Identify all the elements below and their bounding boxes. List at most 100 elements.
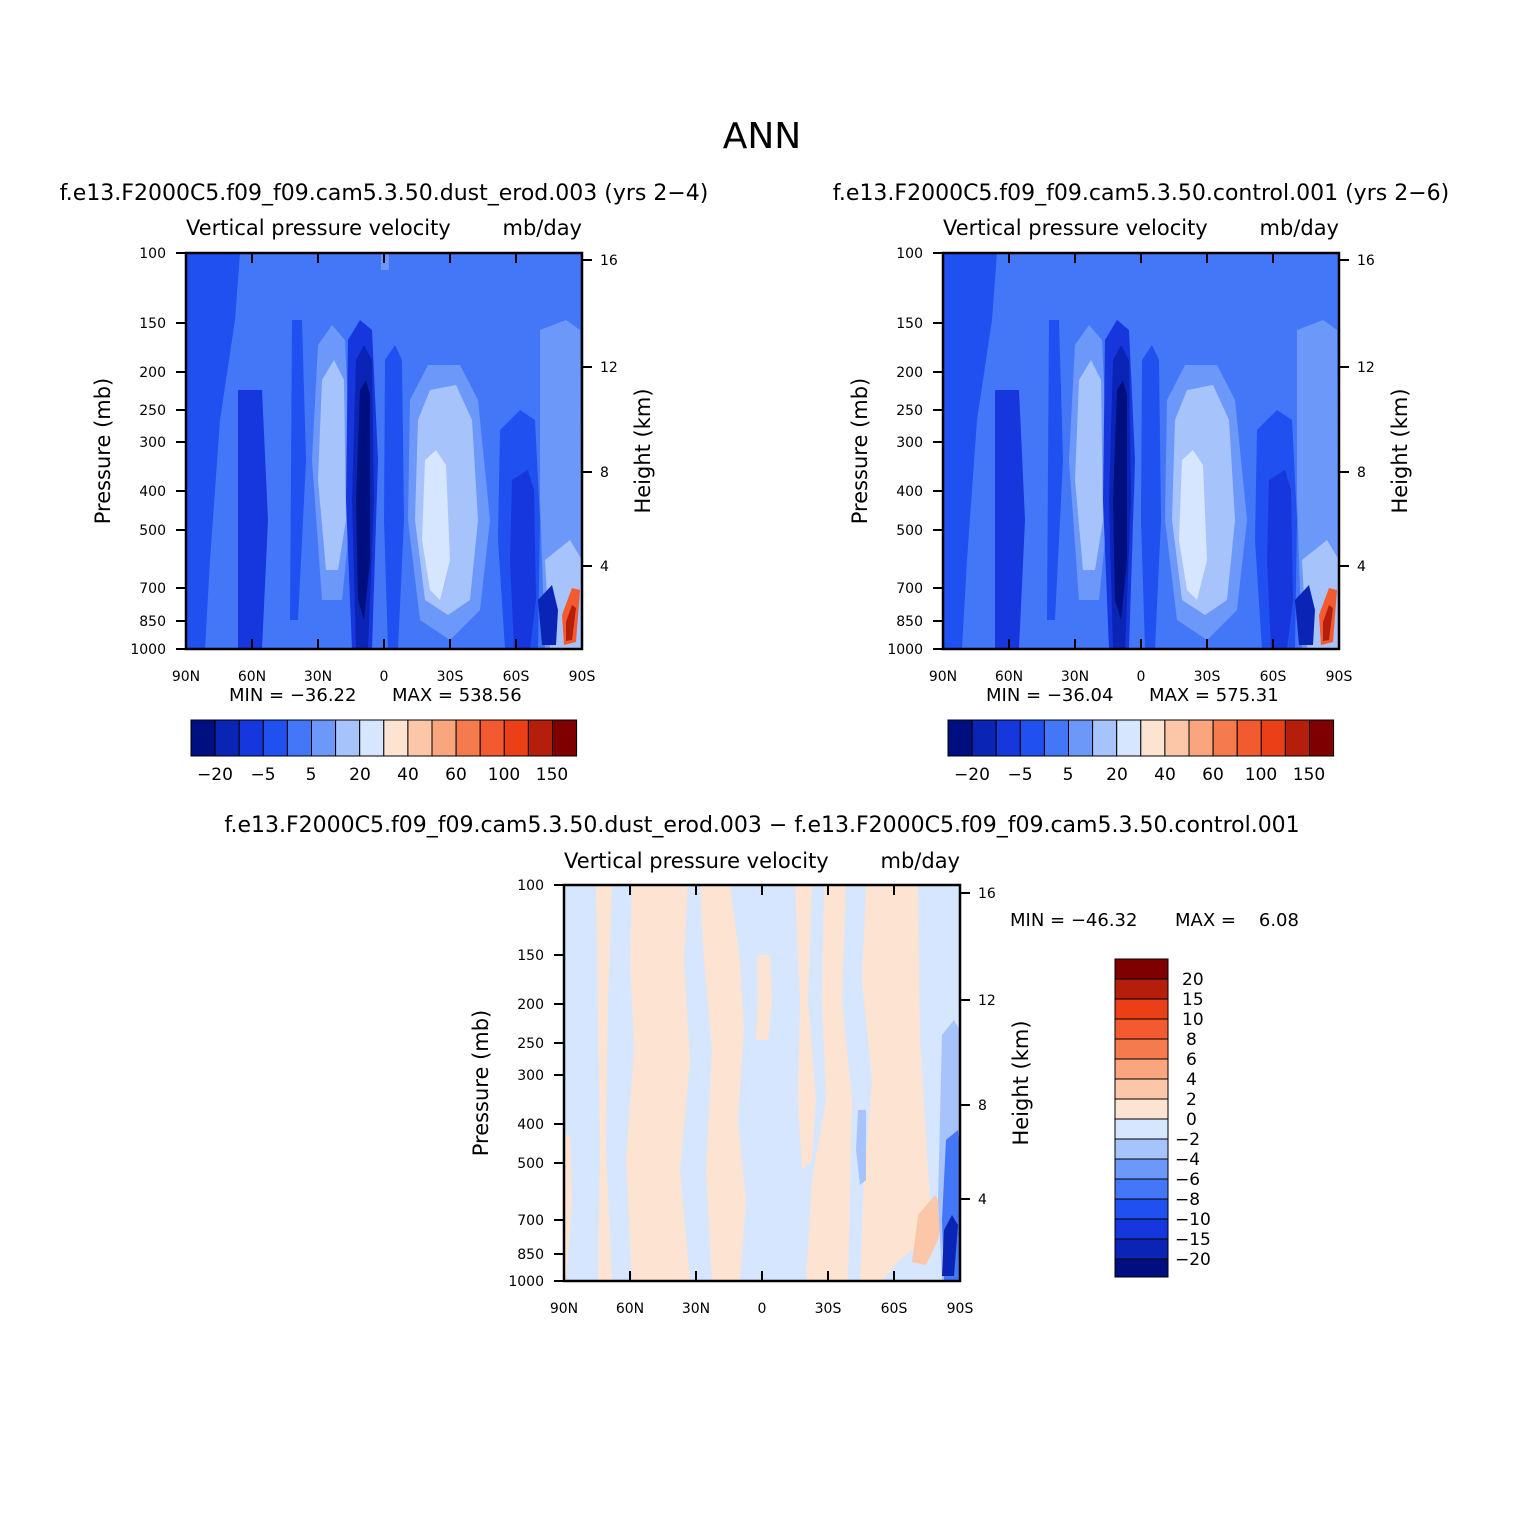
colorbar-label: 60 (445, 765, 467, 785)
colorbar-swatch (1114, 1158, 1169, 1180)
panel-units: mb/day (1260, 216, 1340, 240)
x-tick-label: 30N (304, 669, 332, 685)
colorbar-swatch (407, 719, 433, 757)
colorbar-swatch (947, 719, 973, 757)
y-right-tick-label: 12 (978, 993, 996, 1009)
y-tick-label: 300 (517, 1068, 544, 1084)
colorbar-swatch (1212, 719, 1238, 757)
colorbar-swatch (214, 719, 240, 757)
y-tick-label: 150 (896, 316, 923, 332)
colorbar-label: −2 (1175, 1130, 1200, 1150)
y-tick-label: 500 (896, 523, 923, 539)
colorbar-swatch (1284, 719, 1311, 757)
colorbar-label: 8 (1186, 1030, 1197, 1050)
contour-region (626, 885, 690, 1281)
y-tick-label: 1000 (887, 642, 923, 658)
x-tick-label: 60N (238, 669, 266, 685)
contour-region (1075, 360, 1103, 570)
y-tick-label: 400 (517, 1117, 544, 1133)
colorbar-swatch (1043, 719, 1070, 757)
colorbar-swatch (1019, 719, 1045, 757)
y-right-tick-label: 8 (978, 1098, 987, 1114)
colorbar-swatch (503, 719, 529, 757)
colorbar-swatch (1114, 958, 1169, 980)
x-ticks: 90N 60N 30N 0 30S 60S 90S (550, 885, 974, 1317)
y-tick-label: 500 (139, 523, 166, 539)
y-ticks-right: 16 12 8 4 (582, 253, 618, 575)
colorbar-label: 60 (1202, 765, 1224, 785)
x-ticks: 90N 60N 30N 0 30S 60S 90S (929, 253, 1352, 685)
contour-region (795, 885, 816, 1170)
min-value: MIN = −36.04 (986, 685, 1113, 706)
max-value: MAX = 6.08 (1175, 910, 1299, 931)
y-tick-label: 850 (139, 614, 166, 630)
colorbar-label: 40 (397, 765, 419, 785)
y-axis-label: Pressure (mb) (848, 378, 872, 525)
colorbar: −20 −5 5 20 40 60 100 150 (947, 719, 1335, 785)
contour-region (510, 470, 536, 649)
contour-region (756, 955, 772, 1040)
colorbar-label: −8 (1175, 1190, 1200, 1210)
panel-difference: f.e13.F2000C5.f09_f09.cam5.3.50.dust_ero… (224, 813, 1299, 1317)
min-value: MIN = −46.32 (1010, 910, 1137, 931)
colorbar-swatch (1236, 719, 1262, 757)
y-tick-label: 700 (139, 581, 166, 597)
y-right-tick-label: 12 (1357, 360, 1375, 376)
contour-region (806, 885, 852, 1281)
contour-region (1141, 345, 1161, 649)
colorbar-label: −15 (1175, 1230, 1211, 1250)
colorbar-swatch (1114, 998, 1169, 1020)
colorbar-label: 0 (1186, 1110, 1197, 1130)
colorbar-label: −5 (250, 765, 275, 785)
y-axis-right-label: Height (km) (1388, 388, 1412, 513)
colorbar: 20 15 10 8 6 4 2 0 −2 −4 −6 −8 −10 −15 −… (1114, 958, 1211, 1278)
x-tick-label: 60N (616, 1301, 644, 1317)
colorbar-swatch (286, 719, 312, 757)
colorbar-label: −5 (1007, 765, 1032, 785)
y-tick-label: 850 (517, 1247, 544, 1263)
x-tick-label: 30S (815, 1301, 842, 1317)
x-tick-label: 90S (569, 669, 596, 685)
colorbar-label: −6 (1175, 1170, 1200, 1190)
x-tick-label: 90N (929, 669, 957, 685)
contour-region (538, 585, 558, 645)
x-tick-label: 30N (682, 1301, 710, 1317)
contour-region (942, 1215, 958, 1276)
colorbar-swatch (1309, 719, 1335, 757)
colorbar-label: 4 (1186, 1070, 1197, 1090)
colorbar-swatch (479, 719, 505, 757)
y-right-tick-label: 8 (1357, 465, 1366, 481)
x-tick-label: 30S (1194, 669, 1221, 685)
colorbar-swatch (995, 719, 1021, 757)
y-tick-label: 100 (896, 246, 923, 262)
colorbar-swatch (1116, 719, 1142, 757)
contour-region (566, 605, 576, 641)
colorbar-swatch (311, 719, 337, 757)
y-ticks: 100 150 200 250 300 400 500 700 850 1000 (508, 878, 564, 1290)
contour-region (1179, 450, 1207, 600)
y-axis-right-label: Height (km) (1009, 1020, 1033, 1145)
y-tick-label: 400 (139, 484, 166, 500)
contour-region (318, 360, 346, 570)
colorbar-label: −10 (1175, 1210, 1211, 1230)
x-tick-label: 60S (1260, 669, 1287, 685)
y-tick-label: 1000 (130, 642, 166, 658)
figure-title: ANN (723, 116, 802, 157)
colorbar-label: 2 (1186, 1090, 1197, 1110)
y-tick-label: 850 (896, 614, 923, 630)
y-tick-label: 300 (139, 435, 166, 451)
colorbar-label: 10 (1182, 1010, 1204, 1030)
y-tick-label: 150 (517, 948, 544, 964)
panel-control: f.e13.F2000C5.f09_f09.cam5.3.50.control.… (833, 181, 1449, 785)
colorbar-swatch (971, 719, 997, 757)
panel-units: mb/day (503, 216, 583, 240)
colorbar-label: 15 (1182, 990, 1204, 1010)
contour-field (941, 251, 1341, 651)
x-tick-label: 90S (947, 1301, 974, 1317)
colorbar-swatch (335, 719, 361, 757)
contour-field (184, 251, 584, 651)
x-tick-label: 30N (1061, 669, 1089, 685)
panel-variable: Vertical pressure velocity (564, 849, 829, 873)
colorbar-label: 20 (1106, 765, 1128, 785)
contour-field (562, 883, 962, 1283)
